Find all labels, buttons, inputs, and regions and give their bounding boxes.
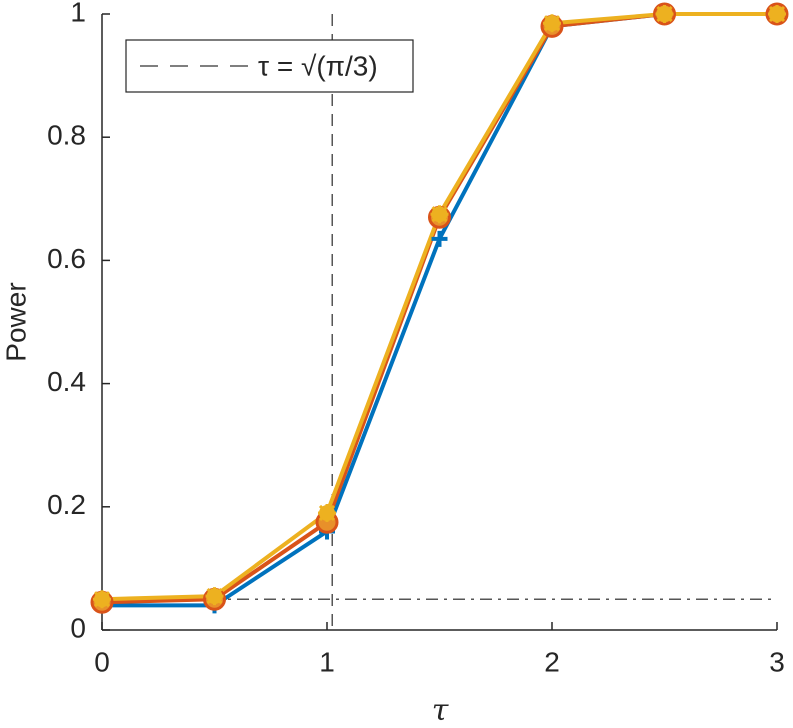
x-tick-label: 1 [319, 646, 335, 677]
legend-label: τ = √(π/3) [258, 50, 378, 81]
marker [93, 590, 111, 609]
marker [431, 230, 448, 247]
marker [655, 5, 674, 23]
y-tick-label: 0 [70, 612, 86, 643]
marker-star [205, 587, 224, 606]
marker [543, 14, 561, 33]
x-tick-label: 0 [94, 646, 110, 677]
y-axis-label: Power [0, 282, 31, 361]
series-line [102, 12, 777, 608]
y-tick-label: 0.6 [47, 243, 86, 274]
marker [768, 5, 786, 23]
y-tick-label: 1 [70, 0, 86, 27]
series-line [101, 12, 777, 605]
series-line [101, 12, 777, 602]
y-tick-label: 0.2 [47, 489, 86, 520]
marker-star [430, 205, 449, 224]
marker [318, 503, 336, 522]
y-tick-label: 0.8 [47, 120, 86, 151]
marker-star [768, 5, 786, 23]
y-tick-label: 0.4 [47, 366, 86, 397]
marker-star [93, 590, 111, 609]
x-tick-label: 2 [544, 646, 560, 677]
marker-star [543, 14, 561, 33]
marker [430, 205, 449, 224]
x-axis-label: τ [432, 693, 449, 728]
marker-star [318, 503, 336, 522]
x-tick-label: 3 [769, 646, 785, 677]
legend: τ = √(π/3) [125, 39, 414, 93]
marker [205, 587, 224, 606]
marker-star [655, 5, 674, 23]
